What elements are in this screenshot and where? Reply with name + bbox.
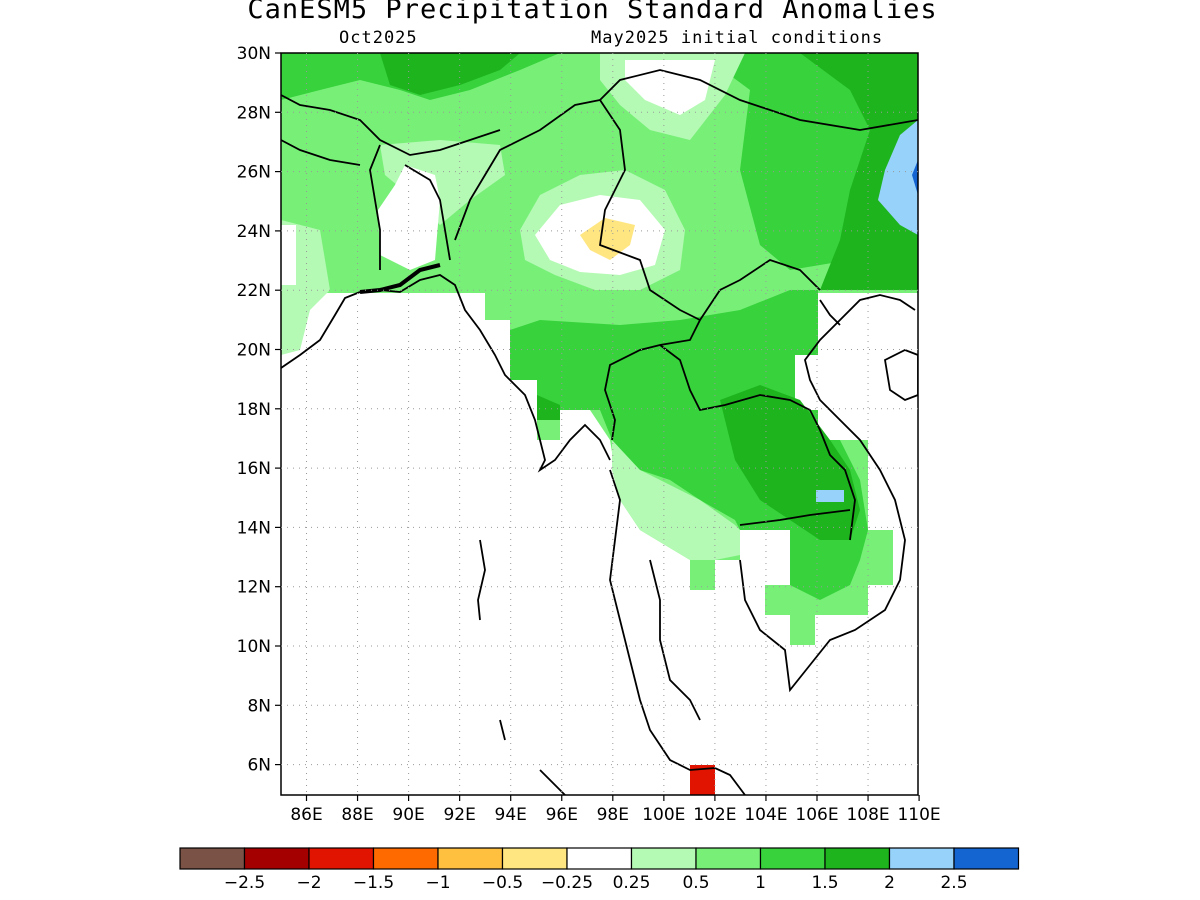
lat-tick-label: 20N <box>237 341 271 361</box>
lon-tick-label: 110E <box>897 805 940 825</box>
lon-tick-label: 100E <box>642 805 685 825</box>
border-nepal <box>281 139 361 166</box>
anomaly-field-dark-green-east <box>800 53 918 290</box>
map-title: CanESM5 Precipitation Standard Anomalies <box>247 0 938 25</box>
anomaly-field-dark-green-north <box>380 53 520 95</box>
lat-tick-label: 18N <box>237 400 271 420</box>
border-myanmar <box>454 98 702 441</box>
colorbar-label: −1.5 <box>353 873 394 893</box>
colorbar-swatch <box>695 847 762 870</box>
lon-tick-label: 86E <box>290 805 322 825</box>
border-bangladesh-west <box>369 144 381 270</box>
colorbar-label: −0.25 <box>541 873 593 893</box>
coastline-bay-of-bengal <box>359 274 611 473</box>
lon-tick-label: 104E <box>744 805 787 825</box>
coastline-indochina-south <box>739 294 916 693</box>
colorbar-swatch <box>179 847 246 870</box>
lon-tick-label: 88E <box>341 805 373 825</box>
colorbar-swatch <box>759 847 826 870</box>
lon-tick-label: 106E <box>795 805 838 825</box>
init-conditions-label: May2025 initial conditions <box>591 28 884 48</box>
border-china-south <box>599 69 918 131</box>
lat-tick-label: 26N <box>237 163 271 183</box>
colorbar-label: −0.5 <box>482 873 523 893</box>
lat-tick-label: 22N <box>237 281 271 301</box>
colorbar-label: 1.5 <box>811 873 838 893</box>
colorbar-labels: −2.5 −2 −1.5 −1 −0.5 −0.25 0.25 0.5 1 1.5 2 2.5 <box>224 873 968 893</box>
border-laos-vietnam <box>699 259 821 321</box>
lon-tick-label: 102E <box>693 805 736 825</box>
lat-tick-label: 30N <box>237 44 271 64</box>
gridlines <box>281 53 918 795</box>
anomaly-field-yellow-center <box>580 218 635 260</box>
anomaly-field-white-bangladesh <box>378 165 440 270</box>
colorbar-swatch <box>308 847 375 870</box>
colorbar-swatch <box>437 847 504 870</box>
anomaly-field-green-central <box>510 290 868 600</box>
colorbar-swatch <box>501 847 568 870</box>
plot-frame <box>280 52 919 796</box>
coastline-gulf-of-tonkin <box>819 299 841 326</box>
coastline-nicobar-islands <box>499 719 506 741</box>
colorbar-swatch <box>372 847 439 870</box>
coastline-hainan <box>884 349 918 402</box>
border-laos-thailand <box>659 344 856 541</box>
lon-tick-label: 108E <box>846 805 889 825</box>
anomaly-field-dark-green-myanmar <box>537 395 560 420</box>
lon-tick-label: 98E <box>597 805 629 825</box>
anomaly-field-blue-cambodia <box>816 490 844 502</box>
colorbar <box>179 847 1020 870</box>
colorbar-label: −1 <box>425 873 450 893</box>
anomaly-field-pale-thailand <box>612 440 740 560</box>
colorbar-label: −2 <box>296 873 321 893</box>
axis-ticks <box>275 52 920 801</box>
anomaly-field-dark-blue-east <box>912 160 918 195</box>
lat-tick-label: 24N <box>237 222 271 242</box>
anomaly-field-green-north <box>281 53 918 270</box>
longitude-labels: 86E 88E 90E 92E 94E 96E 98E 100E 102E 104E 106E 108… <box>290 805 940 825</box>
latitude-labels: 30N 28N 26N 24N 22N 20N 18N 16N 14N 12N 10N 8N 6N <box>237 44 271 776</box>
lat-tick-label: 28N <box>237 103 271 123</box>
colorbar-swatch <box>824 847 891 870</box>
lat-tick-label: 12N <box>237 578 271 598</box>
anomaly-field-blue-east <box>878 120 918 235</box>
colorbar-swatch <box>953 847 1020 870</box>
colorbar-label: 1 <box>755 873 766 893</box>
colorbar-swatch <box>243 847 310 870</box>
lon-tick-label: 90E <box>392 805 424 825</box>
colorbar-swatch <box>888 847 955 870</box>
lat-tick-label: 8N <box>247 696 271 716</box>
border-bangladesh-east <box>404 164 451 261</box>
coastline-sundarbans <box>359 263 441 294</box>
lon-tick-label: 94E <box>495 805 527 825</box>
anomaly-field-pale-bangladesh <box>380 140 505 225</box>
lat-tick-label: 16N <box>237 459 271 479</box>
valid-month-label: Oct2025 <box>339 28 418 48</box>
anomaly-shading <box>281 53 918 795</box>
border-thailand-cambodia <box>739 509 851 526</box>
lat-tick-label: 14N <box>237 518 271 538</box>
colorbar-swatch <box>630 847 697 870</box>
lat-tick-label: 10N <box>237 637 271 657</box>
coastline-andaman-islands <box>477 539 486 621</box>
colorbar-label: 2 <box>884 873 895 893</box>
lat-tick-label: 6N <box>247 756 271 776</box>
anomaly-field-white-west <box>281 225 296 285</box>
coastline-gulf-of-thailand <box>649 559 701 721</box>
coastline-malaysia-west <box>539 769 566 795</box>
colorbar-label: 0.5 <box>682 873 709 893</box>
coastline-india-west <box>281 291 361 369</box>
colorbar-label: 2.5 <box>940 873 967 893</box>
colorbar-label: −2.5 <box>224 873 265 893</box>
lon-tick-label: 92E <box>443 805 475 825</box>
lon-tick-label: 96E <box>546 805 578 825</box>
coastlines-and-borders <box>281 69 918 795</box>
colorbar-label: 0.25 <box>613 873 651 893</box>
colorbar-swatch <box>566 847 633 870</box>
